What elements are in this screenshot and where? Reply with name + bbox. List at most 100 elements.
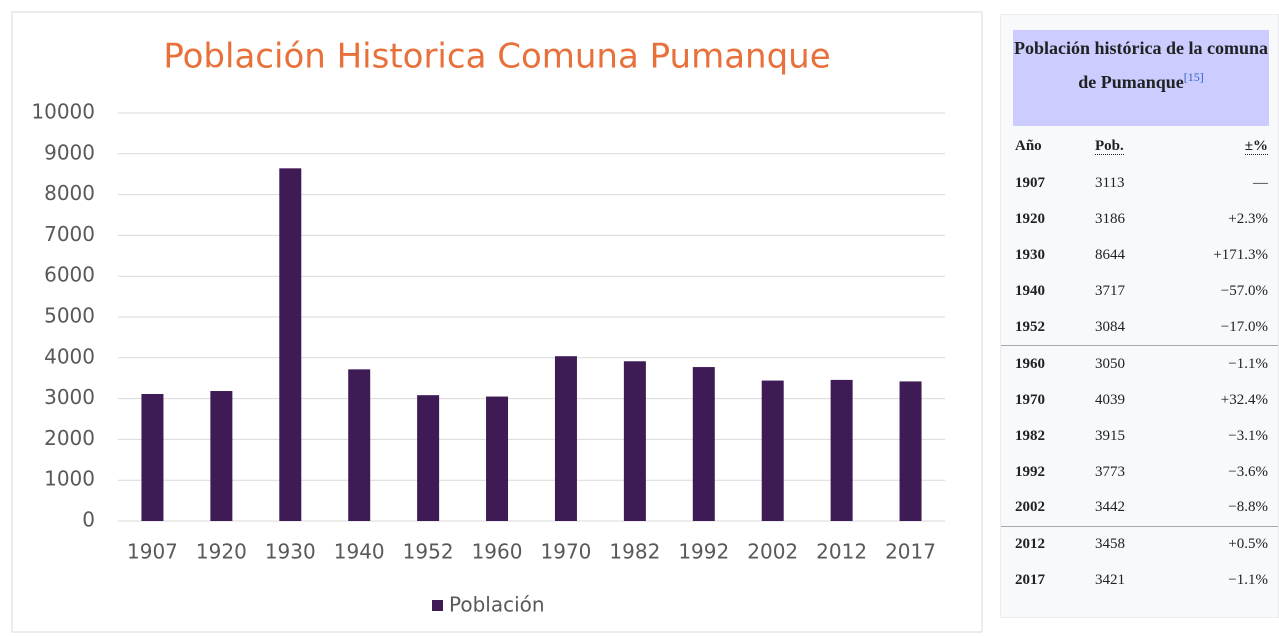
y-tick-label: 3000 <box>44 385 95 409</box>
chart: Población Historica Comuna Pumanque 0 100… <box>11 11 983 633</box>
x-tick-label: 1992 <box>678 540 729 564</box>
table-cell: 3113 <box>1095 175 1125 192</box>
table-cell: 8644 <box>1095 247 1125 264</box>
legend-label: Población <box>449 593 545 617</box>
table-cell: −3.1% <box>1228 427 1268 444</box>
table-cell: 2017 <box>1015 572 1045 589</box>
y-tick-label: 9000 <box>44 140 95 164</box>
table-cell: −17.0% <box>1220 319 1268 335</box>
bar <box>486 396 509 521</box>
table-cell: 3050 <box>1095 355 1125 372</box>
population-table: Población histórica de la comuna de Puma… <box>1000 14 1279 618</box>
y-tick-label: 5000 <box>44 304 95 328</box>
table-cell: 3084 <box>1095 319 1125 335</box>
x-tick-label: 1940 <box>334 540 385 564</box>
table-cell: −3.6% <box>1228 463 1268 480</box>
bar <box>141 393 164 521</box>
bar <box>417 395 440 521</box>
column-header-text: Año <box>1015 137 1042 154</box>
bar <box>554 356 577 521</box>
table-cell: 3442 <box>1095 499 1125 516</box>
table-cell: 4039 <box>1095 391 1125 408</box>
bar <box>348 369 371 521</box>
table-row: 2012 3458 +0.5% <box>1001 525 1278 563</box>
table-cell: 3186 <box>1095 211 1125 228</box>
table-row: 1920 3186 +2.3% <box>1001 202 1278 238</box>
y-tick-label: 6000 <box>44 263 95 287</box>
x-tick-label: 1982 <box>609 540 660 564</box>
column-header: Pob. <box>1095 137 1165 155</box>
table-row: 2002 3442 −8.8% <box>1001 490 1278 526</box>
table-cell: 1970 <box>1015 391 1045 408</box>
legend-swatch <box>432 600 443 611</box>
column-header: Año <box>1015 138 1095 155</box>
table-cell: −1.1% <box>1228 572 1268 589</box>
chart-title: Población Historica Comuna Pumanque <box>163 37 830 77</box>
table-row: 1992 3773 −3.6% <box>1001 454 1278 490</box>
column-headers: Año Pob. ±% <box>1001 126 1278 166</box>
table-cell: 1960 <box>1015 355 1045 372</box>
column-header-text: Pob. <box>1095 137 1124 155</box>
x-tick-label: 1952 <box>403 540 454 564</box>
reference-link[interactable]: [15] <box>1183 70 1204 84</box>
x-tick-label: 2002 <box>747 540 798 564</box>
bar <box>830 379 853 521</box>
table-cell: 1982 <box>1015 427 1045 444</box>
table-cell: 1992 <box>1015 463 1045 480</box>
table-cell: −57.0% <box>1220 283 1268 300</box>
table-cell: 3421 <box>1095 572 1125 589</box>
table-header: Población histórica de la comuna de Puma… <box>1013 30 1269 126</box>
bar <box>210 391 233 521</box>
bar <box>279 168 302 521</box>
x-tick-label: 1907 <box>127 540 178 564</box>
table-title: Población histórica de la comuna de Puma… <box>1013 38 1268 92</box>
y-tick-label: 0 <box>82 508 95 532</box>
table-cell: 1907 <box>1015 175 1045 192</box>
y-tick-label: 4000 <box>44 344 95 368</box>
table-row: 1960 3050 −1.1% <box>1001 345 1278 382</box>
table-cell: 2012 <box>1015 536 1045 553</box>
chart-frame <box>11 11 983 633</box>
table-cell: +0.5% <box>1228 536 1268 553</box>
table-row: 2017 3421 −1.1% <box>1001 563 1278 599</box>
table-cell: 3773 <box>1095 463 1125 480</box>
table-cell: 1930 <box>1015 247 1045 264</box>
x-tick-label: 2017 <box>885 540 936 564</box>
table-cell: 3717 <box>1095 283 1125 300</box>
table-body: 1907 3113 — 1920 3186 +2.3% 1930 8644 +171.3% 194… <box>1001 166 1278 599</box>
table-cell: +2.3% <box>1228 211 1268 228</box>
column-header-text: ±% <box>1244 137 1268 155</box>
table-row: 1930 8644 +171.3% <box>1001 238 1278 274</box>
y-tick-label: 2000 <box>44 426 95 450</box>
table-row: 1907 3113 — <box>1001 166 1278 202</box>
table-row: 1952 3084 −17.0% <box>1001 310 1278 346</box>
table-cell: +32.4% <box>1220 391 1268 408</box>
table-cell: −1.1% <box>1228 355 1268 372</box>
table-row: 1982 3915 −3.1% <box>1001 418 1278 454</box>
table-row: 1940 3717 −57.0% <box>1001 274 1278 310</box>
y-tick-label: 7000 <box>44 222 95 246</box>
y-tick-label: 10000 <box>31 100 95 124</box>
table-cell: 3915 <box>1095 427 1125 444</box>
bar <box>623 361 646 521</box>
x-tick-label: 1930 <box>265 540 316 564</box>
x-tick-label: 1960 <box>472 540 523 564</box>
y-tick-label: 8000 <box>44 181 95 205</box>
bar <box>761 380 784 521</box>
table-cell: +171.3% <box>1213 247 1268 264</box>
table-cell: 2002 <box>1015 499 1045 516</box>
table-row: 1970 4039 +32.4% <box>1001 382 1278 418</box>
table-cell: −8.8% <box>1228 499 1268 516</box>
table-cell: 1920 <box>1015 211 1045 228</box>
bar <box>899 381 922 521</box>
table-cell: 3458 <box>1095 536 1125 553</box>
x-tick-label: 1970 <box>541 540 592 564</box>
bar <box>692 367 715 521</box>
x-tick-label: 1920 <box>196 540 247 564</box>
table-cell: — <box>1253 175 1268 192</box>
y-tick-label: 1000 <box>44 467 95 491</box>
table-cell: 1952 <box>1015 319 1045 335</box>
table-cell: 1940 <box>1015 283 1045 300</box>
column-header: ±% <box>1165 137 1268 155</box>
